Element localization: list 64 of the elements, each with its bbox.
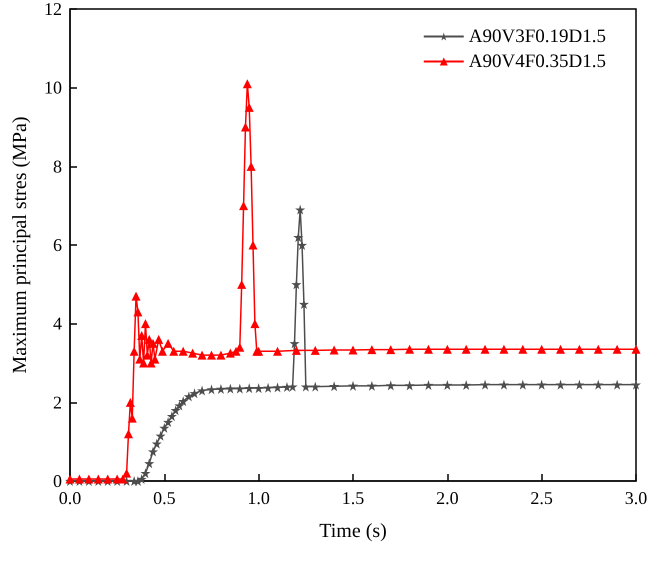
- point: [144, 458, 154, 468]
- point: [574, 380, 584, 390]
- point: [190, 388, 200, 398]
- x-tick-label: 0.5: [153, 488, 176, 508]
- y-tick-label: 8: [53, 156, 62, 176]
- point: [293, 232, 304, 242]
- y-tick-label: 12: [44, 0, 62, 19]
- x-tick-label: 2.0: [436, 488, 459, 508]
- x-tick-label: 3.0: [624, 488, 648, 508]
- x-tick-label: 1.0: [247, 488, 270, 508]
- y-tick-label: 2: [53, 392, 62, 412]
- point: [536, 380, 547, 390]
- y-tick-label: 10: [44, 78, 62, 98]
- point: [197, 386, 208, 396]
- point: [366, 380, 377, 391]
- point: [166, 411, 177, 422]
- point: [140, 468, 150, 478]
- point: [423, 380, 434, 390]
- point: [206, 384, 216, 394]
- point: [348, 380, 358, 391]
- x-axis-title: Time (s): [319, 520, 387, 542]
- legend-label: A90V4F0.35D1.5: [468, 51, 606, 72]
- y-tick-label: 6: [53, 235, 62, 255]
- point: [631, 380, 641, 390]
- point: [148, 446, 158, 456]
- point: [234, 384, 245, 394]
- point: [612, 380, 622, 390]
- point: [263, 382, 274, 393]
- point: [480, 380, 490, 390]
- point: [163, 417, 174, 427]
- x-tick-label: 0.0: [58, 488, 82, 508]
- point: [225, 384, 236, 394]
- point: [152, 438, 162, 449]
- point: [295, 204, 306, 215]
- point: [386, 380, 396, 390]
- point: [404, 380, 415, 390]
- point: [461, 380, 472, 390]
- point: [272, 382, 283, 392]
- point: [518, 380, 528, 390]
- point: [184, 391, 194, 402]
- point: [174, 400, 184, 410]
- point: [442, 380, 452, 390]
- x-tick-label: 1.5: [342, 488, 364, 508]
- point: [216, 384, 226, 394]
- point: [159, 422, 170, 433]
- point: [498, 380, 509, 390]
- y-axis-title: Maximum principal stres (MPa): [9, 116, 31, 374]
- x-tick-label: 2.5: [530, 488, 553, 508]
- point: [310, 382, 320, 392]
- point: [156, 430, 166, 441]
- point: [170, 405, 181, 416]
- y-tick-label: 0: [53, 471, 62, 491]
- point: [254, 383, 264, 394]
- point: [178, 396, 188, 406]
- point: [288, 382, 298, 392]
- point: [136, 474, 147, 484]
- point: [291, 279, 302, 290]
- point: [329, 381, 340, 392]
- point: [244, 383, 254, 394]
- point: [297, 240, 308, 250]
- legend-label: A90V3F0.19D1.5: [468, 26, 606, 47]
- y-tick-label: 4: [53, 314, 62, 334]
- point: [593, 380, 604, 390]
- point: [556, 380, 566, 390]
